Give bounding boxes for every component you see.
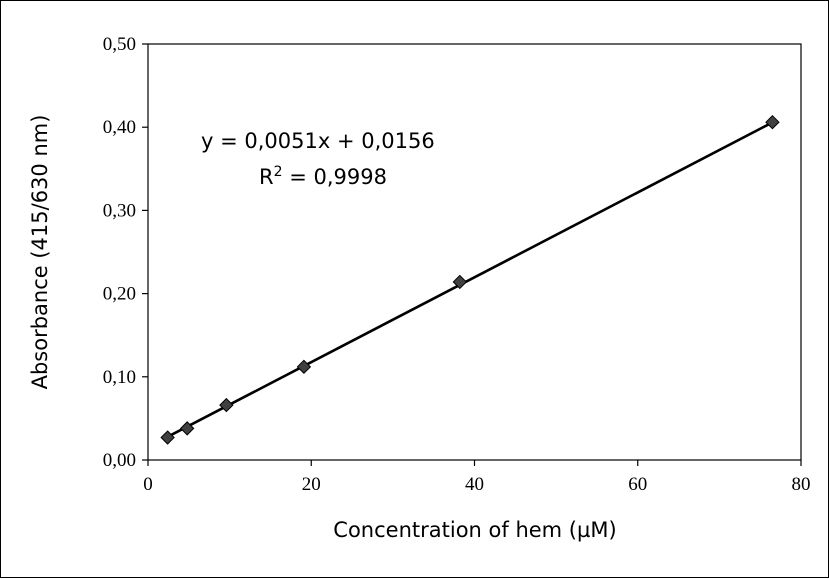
- y-tick-label: 0,30: [103, 200, 136, 221]
- y-tick-label: 0,20: [103, 284, 136, 305]
- trendline-equation: y = 0,0051x + 0,0156: [201, 129, 435, 153]
- data-point-diamond: [179, 421, 195, 436]
- axes: [147, 43, 802, 461]
- x-tick-label: 20: [302, 474, 321, 495]
- trendline-layer: [166, 121, 774, 438]
- plot-area-border: [147, 43, 802, 461]
- axis-ticks: 0,00 0,10 0,20 0,30 0,40 0,50 0 20 40 60 80: [103, 34, 811, 495]
- linear-trendline: [166, 121, 774, 438]
- data-points: [160, 115, 780, 445]
- y-tick-label: 0,00: [103, 450, 136, 471]
- x-tick-label: 0: [143, 474, 153, 495]
- data-point-diamond: [765, 115, 780, 130]
- data-point-diamond: [296, 359, 312, 375]
- r-squared-label: R2 = 0,9998: [259, 164, 387, 189]
- y-tick-label: 0,50: [103, 34, 136, 55]
- x-tick-label: 60: [628, 474, 647, 495]
- data-point-diamond: [452, 274, 468, 290]
- x-tick-label: 80: [792, 474, 811, 495]
- y-axis-title: Absorbance (415/630 nm): [28, 115, 52, 390]
- y-tick-label: 0,40: [103, 117, 136, 138]
- x-tick-label: 40: [465, 474, 484, 495]
- data-point-diamond: [219, 397, 234, 413]
- x-axis-title: Concentration of hem (µM): [333, 518, 616, 542]
- y-tick-label: 0,10: [103, 367, 136, 388]
- data-point-diamond: [160, 430, 175, 445]
